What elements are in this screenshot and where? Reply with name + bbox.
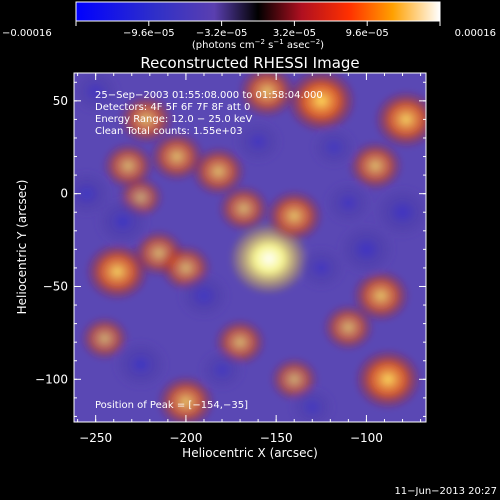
positive-source — [149, 131, 205, 182]
colorbar-frame — [75, 1, 441, 22]
colorbar-tick-label: 0.00016 — [455, 28, 496, 39]
positive-source — [156, 375, 215, 422]
x-axis-label: Heliocentric X (arcsec) — [182, 446, 318, 460]
annotation-energy: Energy Range: 12.0 − 25.0 keV — [95, 114, 252, 125]
colorbar-ticks — [75, 21, 441, 26]
positive-source — [322, 303, 375, 351]
x-tick-label: −250 — [79, 431, 112, 445]
positive-source — [80, 316, 130, 361]
x-axis-ticks — [77, 73, 422, 422]
chart-title: Reconstructed RHESSI Image — [140, 54, 359, 72]
positive-source — [265, 189, 324, 243]
positive-source — [190, 146, 246, 197]
positive-source — [217, 184, 270, 233]
x-axis-tick-labels: −250 −200 −150 −100 — [79, 431, 383, 445]
y-tick-label: 50 — [53, 94, 68, 108]
footer-datetime: 11−Jun−2013 20:27 — [394, 486, 497, 497]
negative-source — [296, 245, 346, 291]
negative-source — [74, 73, 121, 114]
colorbar-units: (photons cm−2 s−1 asec−2) — [192, 38, 324, 51]
negative-source — [289, 386, 336, 422]
y-axis-label: Heliocentric Y (arcsec) — [15, 180, 29, 315]
negative-source — [233, 119, 283, 164]
x-tick-label: −100 — [350, 431, 383, 445]
negative-source — [337, 222, 396, 276]
negative-source — [373, 185, 426, 239]
annotation-time: 25−Sep−2003 01:55:08.000 to 01:58:04.000 — [95, 90, 323, 101]
positive-source — [374, 90, 426, 149]
positive-source — [238, 73, 297, 118]
annotation-detectors: Detectors: 4F 5F 6F 7F 8F att 0 — [95, 102, 250, 113]
colorbar-tick-label: −3.2e−05 — [196, 28, 248, 39]
negative-source — [113, 339, 169, 390]
positive-source — [351, 269, 410, 323]
y-tick-label: −100 — [35, 372, 68, 386]
negative-source — [310, 126, 357, 169]
y-tick-label: −50 — [43, 279, 68, 293]
y-axis-tick-labels: 50 0 −50 −100 — [35, 94, 68, 386]
colorbar — [76, 2, 440, 21]
negative-source — [95, 196, 151, 247]
positive-source — [286, 73, 357, 133]
positive-source — [347, 140, 403, 191]
x-tick-label: −150 — [260, 431, 293, 445]
y-axis-ticks — [74, 81, 426, 417]
colorbar-tick-label: −9.6e−05 — [123, 28, 175, 39]
colorbar-tick-labels: −0.00016 −9.6e−05 −3.2e−05 3.2e−05 9.6e−05 0.… — [2, 28, 496, 39]
annotation-clean: Clean Total counts: 1.55e+03 — [95, 126, 243, 137]
negative-source — [177, 272, 230, 320]
plot-frame — [73, 72, 427, 423]
annotation-peak: Position of Peak = [−154,−35] — [95, 400, 248, 411]
image-sources — [74, 73, 426, 422]
colorbar-tick-label: 3.2e−05 — [273, 28, 316, 39]
colorbar-tick-label: 9.6e−05 — [346, 28, 389, 39]
negative-source — [74, 170, 113, 218]
negative-source — [199, 349, 245, 391]
positive-source — [354, 348, 422, 410]
x-tick-label: −200 — [169, 431, 202, 445]
colorbar-tick-label: −0.00016 — [2, 28, 52, 39]
y-tick-label: 0 — [60, 187, 68, 201]
negative-source — [323, 180, 373, 226]
positive-source — [118, 94, 174, 145]
